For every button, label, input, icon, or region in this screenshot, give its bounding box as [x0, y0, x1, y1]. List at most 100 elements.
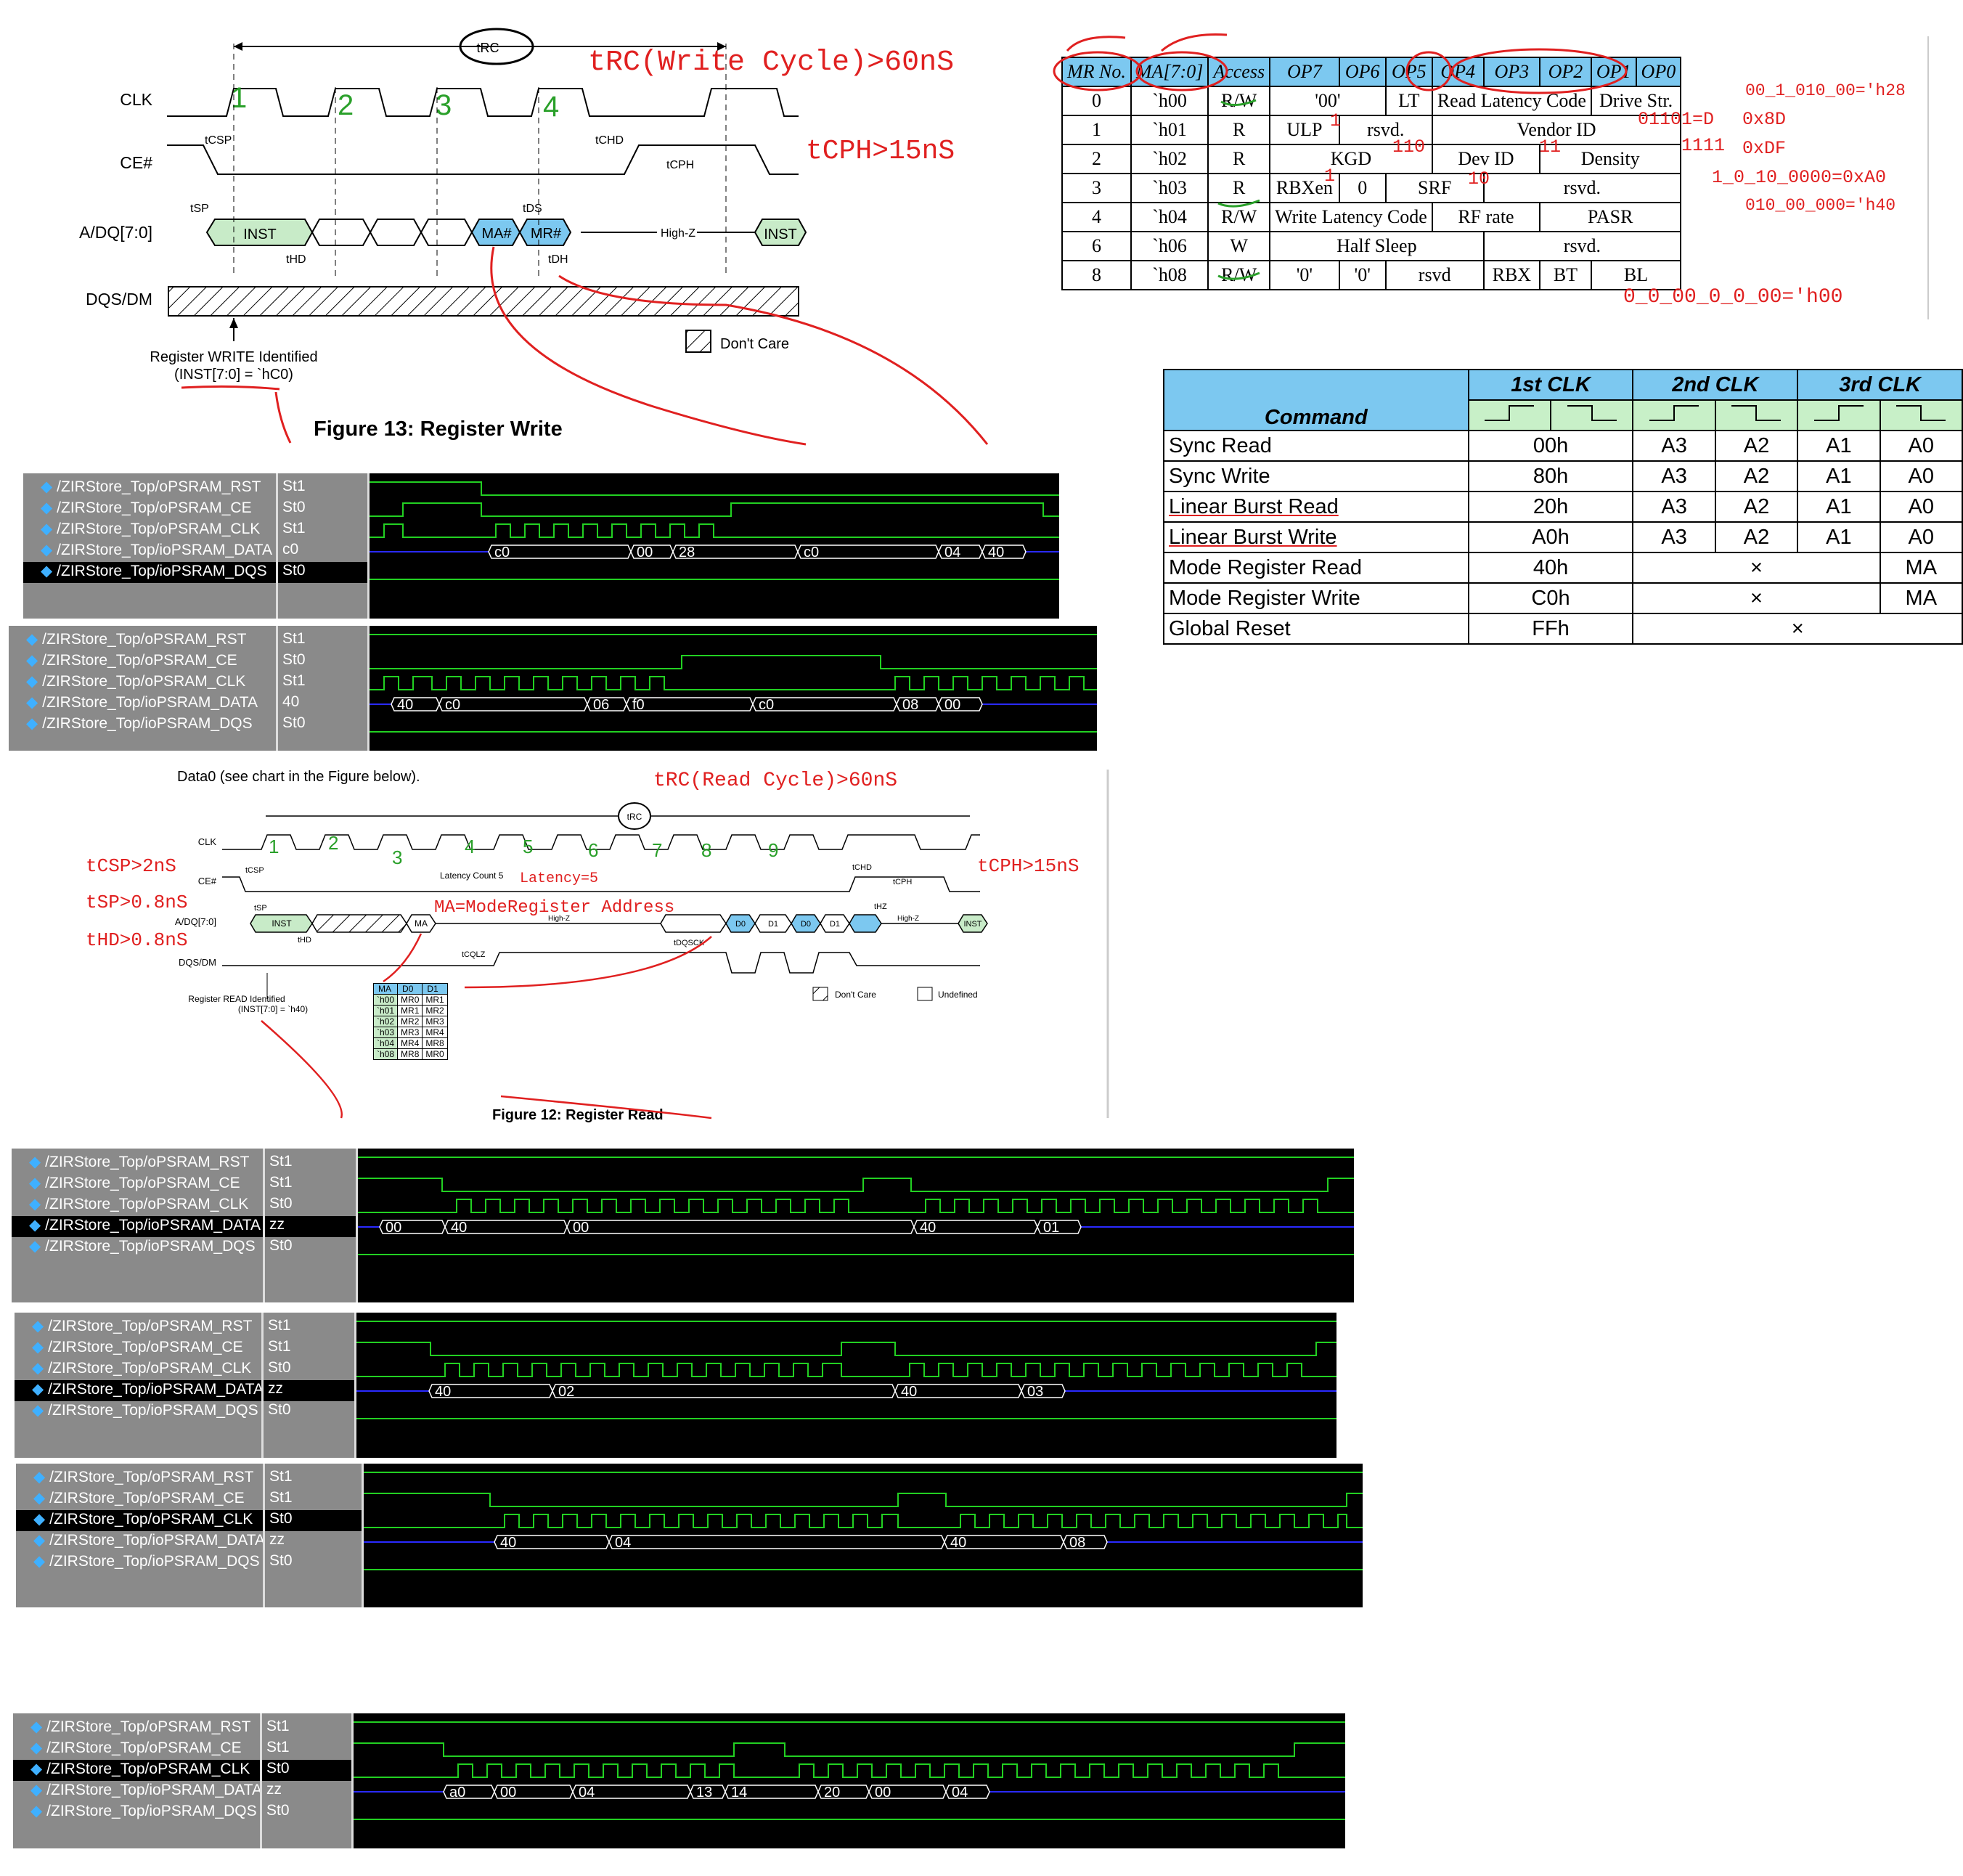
signal-value: St0 — [278, 562, 370, 583]
signal-row[interactable]: ◆/ZIRStore_Top/oPSRAM_CE — [9, 651, 276, 672]
dont-care-legend: Don't Care — [720, 336, 789, 352]
signal-row[interactable]: ◆/ZIRStore_Top/oPSRAM_CE — [13, 1739, 260, 1760]
dqs-dontcare-band — [168, 287, 799, 316]
read-clk-num: 8 — [701, 839, 711, 861]
data-bus-value: 03 — [1027, 1384, 1043, 1400]
read-clk-num: 2 — [328, 832, 338, 854]
waveform-panel: ◆/ZIRStore_Top/oPSRAM_RST ◆/ZIRStore_Top/… — [15, 1313, 1334, 1458]
signal-row[interactable]: ◆/ZIRStore_Top/oPSRAM_RST — [15, 1317, 261, 1338]
data-bus-value: 40 — [397, 697, 413, 713]
waveform-panel: ◆/ZIRStore_Top/oPSRAM_RST ◆/ZIRStore_Top/… — [23, 473, 1057, 619]
signal-row[interactable]: ◆ /ZIRStore_Top/oPSRAM_CLK — [23, 520, 276, 541]
signal-row[interactable]: ◆/ZIRStore_Top/oPSRAM_RST — [9, 630, 276, 651]
signal-row[interactable]: ◆/ZIRStore_Top/oPSRAM_CLK — [13, 1760, 260, 1781]
signal-row[interactable]: ◆/ZIRStore_Top/oPSRAM_CLK — [15, 1359, 261, 1380]
cmd-row: Linear Burst Write A0h A3 A2 A1 A0 — [1164, 522, 1962, 552]
data-bus-value: c0 — [445, 697, 460, 713]
cmd-val: A0 — [1880, 431, 1962, 461]
register-read-inst: (INST[7:0] = `h40) — [238, 1004, 308, 1014]
signal-value: c0 — [278, 541, 370, 562]
signal-value: St1 — [262, 1739, 354, 1760]
cmd-first: C0h — [1469, 583, 1633, 613]
register-write-identified: Register WRITE Identified — [150, 349, 317, 365]
signal-row[interactable]: ◆/ZIRStore_Top/ioPSRAM_DATA — [23, 541, 276, 562]
signal-icon: ◆ — [33, 1532, 45, 1549]
signal-name: /ZIRStore_Top/oPSRAM_RST — [46, 1718, 250, 1735]
signal-row[interactable]: ◆/ZIRStore_Top/ioPSRAM_DATA — [15, 1380, 261, 1401]
data-bus-segment — [609, 1536, 944, 1549]
signal-icon: ◆ — [41, 563, 52, 579]
signal-row[interactable]: ◆/ZIRStore_Top/oPSRAM_CE — [16, 1489, 263, 1510]
read-tchd-label: tCHD — [852, 863, 872, 872]
signal-value: St1 — [265, 1174, 358, 1195]
signal-row[interactable]: ◆/ZIRStore_Top/ioPSRAM_DATA — [16, 1531, 263, 1552]
data-bus-segment — [567, 1220, 914, 1233]
signal-row[interactable]: ◆/ZIRStore_Top/oPSRAM_CLK — [9, 672, 276, 693]
signal-row[interactable]: ◆/ZIRStore_Top/oPSRAM_CLK — [12, 1195, 263, 1216]
waveform-plot[interactable]: 40 02 40 03 — [354, 1313, 1336, 1458]
read-tcqlz-label: tCQLZ — [462, 950, 486, 959]
cmd-val: A1 — [1797, 522, 1880, 552]
signal-name: /ZIRStore_Top/ioPSRAM_DATA — [57, 542, 272, 558]
data-bus-value: 00 — [944, 697, 960, 713]
data-bus-value: f0 — [632, 697, 645, 713]
signal-row[interactable]: ◆/ZIRStore_Top/oPSRAM_RST — [23, 478, 276, 499]
cmd-val: A2 — [1715, 461, 1797, 492]
signal-name: /ZIRStore_Top/oPSRAM_CE — [42, 652, 237, 669]
data-bus-value: 20 — [824, 1785, 840, 1800]
signal-row[interactable]: ◆/ZIRStore_Top/oPSRAM_CE — [23, 499, 276, 520]
signal-row[interactable]: ◆/ZIRStore_Top/ioPSRAM_DQS — [12, 1237, 263, 1258]
ma-cell: MR4 — [398, 1038, 423, 1049]
signal-row[interactable]: ◆/ZIRStore_Top/ioPSRAM_DQS — [9, 714, 276, 735]
waveform-plot[interactable]: 00 40 00 40 01 — [356, 1149, 1354, 1302]
thd-annotation: tHD>0.8nS — [86, 929, 187, 951]
ma-header: D1 — [423, 984, 447, 995]
signal-value: St1 — [265, 1153, 358, 1174]
signal-name: /ZIRStore_Top/oPSRAM_CLK — [49, 1511, 253, 1528]
signal-row[interactable]: ◆/ZIRStore_Top/ioPSRAM_DQS — [15, 1401, 261, 1422]
signal-icon: ◆ — [30, 1782, 42, 1798]
waveform-plot[interactable]: 40 04 40 08 — [362, 1464, 1363, 1607]
clk-num: 2 — [338, 89, 354, 121]
read-sig-clk: CLK — [198, 836, 217, 847]
signal-icon: ◆ — [30, 1718, 42, 1735]
falling-edge-icon — [1715, 400, 1797, 431]
signal-row[interactable]: ◆/ZIRStore_Top/oPSRAM_CLK — [16, 1510, 263, 1531]
signal-row[interactable]: ◆/ZIRStore_Top/oPSRAM_CE — [15, 1338, 261, 1359]
read-tcph-annotation: tCPH>15nS — [977, 855, 1079, 877]
cmd-first: 20h — [1469, 492, 1633, 522]
ma-cell: `h03 — [374, 1027, 398, 1038]
read-bus-highz-2: High-Z — [897, 915, 919, 923]
signal-row[interactable]: ◆/ZIRStore_Top/ioPSRAM_DQS — [16, 1552, 263, 1573]
waveform-plot[interactable]: a0 00 04 13 14 20 00 04 — [351, 1713, 1345, 1848]
ce-trace — [358, 1178, 1354, 1191]
signal-name: /ZIRStore_Top/oPSRAM_CE — [49, 1490, 244, 1506]
signal-row[interactable]: ◆/ZIRStore_Top/oPSRAM_RST — [13, 1718, 260, 1739]
data-bus-value: 40 — [435, 1384, 451, 1400]
signal-row[interactable]: ◆/ZIRStore_Top/ioPSRAM_DATA — [13, 1781, 260, 1802]
cmd-val: A2 — [1715, 522, 1797, 552]
signal-value: St1 — [265, 1468, 364, 1489]
signal-icon: ◆ — [41, 521, 52, 537]
signal-row[interactable]: ◆/ZIRStore_Top/ioPSRAM_DQS — [23, 562, 276, 583]
signal-row[interactable]: ◆/ZIRStore_Top/ioPSRAM_DQS — [13, 1802, 260, 1823]
signal-value: St0 — [278, 651, 370, 672]
waveform-plot[interactable]: c0 00 28 c0 04 40 — [367, 473, 1059, 619]
ma-header: MA — [374, 984, 398, 995]
signal-value: 40 — [278, 693, 370, 714]
signal-name: /ZIRStore_Top/oPSRAM_CLK — [57, 521, 260, 537]
signal-row[interactable]: ◆/ZIRStore_Top/oPSRAM_RST — [16, 1468, 263, 1489]
waveform-plot[interactable]: 40 c0 06 f0 c0 08 00 — [367, 626, 1097, 751]
signal-row[interactable]: ◆/ZIRStore_Top/oPSRAM_CE — [12, 1174, 263, 1195]
signal-row[interactable]: ◆/ZIRStore_Top/oPSRAM_RST — [12, 1153, 263, 1174]
cmd-val: A3 — [1633, 431, 1715, 461]
ma-cell: MR2 — [423, 1006, 447, 1016]
tcph-label: tCPH — [666, 159, 694, 171]
signal-value: St1 — [262, 1718, 354, 1739]
cmd-val: A3 — [1633, 461, 1715, 492]
signal-row[interactable]: ◆/ZIRStore_Top/ioPSRAM_DATA — [12, 1216, 263, 1237]
signal-name: /ZIRStore_Top/oPSRAM_CE — [57, 499, 251, 516]
signal-row[interactable]: ◆/ZIRStore_Top/ioPSRAM_DATA — [9, 693, 276, 714]
bus-mr: MR# — [531, 226, 562, 242]
signal-name-column: ◆/ZIRStore_Top/oPSRAM_RST ◆/ZIRStore_Top/… — [12, 1149, 263, 1302]
